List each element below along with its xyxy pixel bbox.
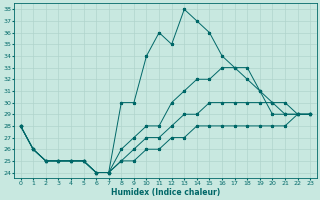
X-axis label: Humidex (Indice chaleur): Humidex (Indice chaleur) (111, 188, 220, 197)
